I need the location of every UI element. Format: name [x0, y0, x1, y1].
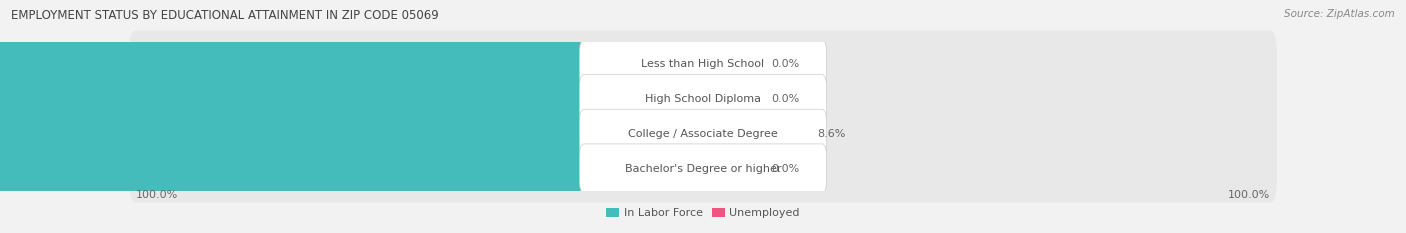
Text: 0.0%: 0.0% [770, 94, 799, 104]
Text: Less than High School: Less than High School [641, 59, 765, 69]
Text: College / Associate Degree: College / Associate Degree [628, 129, 778, 139]
Text: 0.0%: 0.0% [770, 164, 799, 174]
Legend: In Labor Force, Unemployed: In Labor Force, Unemployed [606, 208, 800, 218]
FancyBboxPatch shape [699, 40, 759, 89]
Text: High School Diploma: High School Diploma [645, 94, 761, 104]
FancyBboxPatch shape [0, 109, 707, 158]
FancyBboxPatch shape [579, 144, 827, 193]
FancyBboxPatch shape [579, 75, 827, 124]
FancyBboxPatch shape [699, 75, 759, 124]
FancyBboxPatch shape [129, 134, 1277, 202]
FancyBboxPatch shape [129, 31, 1277, 99]
Text: 100.0%: 100.0% [1227, 190, 1270, 200]
Text: Source: ZipAtlas.com: Source: ZipAtlas.com [1284, 9, 1395, 19]
FancyBboxPatch shape [699, 109, 806, 158]
Text: Bachelor's Degree or higher: Bachelor's Degree or higher [624, 164, 782, 174]
FancyBboxPatch shape [579, 109, 827, 158]
FancyBboxPatch shape [129, 65, 1277, 133]
FancyBboxPatch shape [129, 100, 1277, 168]
FancyBboxPatch shape [0, 40, 707, 89]
Text: 0.0%: 0.0% [770, 59, 799, 69]
FancyBboxPatch shape [0, 75, 707, 124]
FancyBboxPatch shape [579, 40, 827, 89]
FancyBboxPatch shape [699, 144, 759, 193]
Text: EMPLOYMENT STATUS BY EDUCATIONAL ATTAINMENT IN ZIP CODE 05069: EMPLOYMENT STATUS BY EDUCATIONAL ATTAINM… [11, 9, 439, 22]
FancyBboxPatch shape [0, 144, 707, 193]
Text: 100.0%: 100.0% [136, 190, 179, 200]
Text: 8.6%: 8.6% [817, 129, 846, 139]
